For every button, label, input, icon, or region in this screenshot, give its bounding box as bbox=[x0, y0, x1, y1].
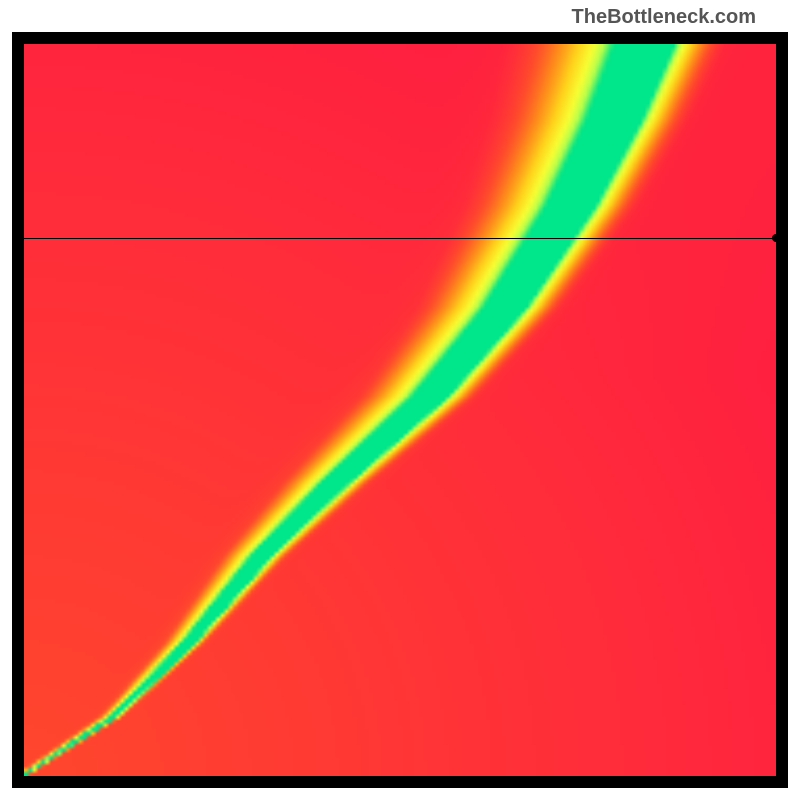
watermark-text: TheBottleneck.com bbox=[572, 6, 756, 29]
reference-line-marker bbox=[772, 234, 780, 242]
heatmap-plot bbox=[24, 44, 776, 776]
chart-frame bbox=[12, 32, 788, 788]
heatmap-canvas bbox=[24, 44, 776, 776]
reference-line bbox=[24, 238, 776, 239]
